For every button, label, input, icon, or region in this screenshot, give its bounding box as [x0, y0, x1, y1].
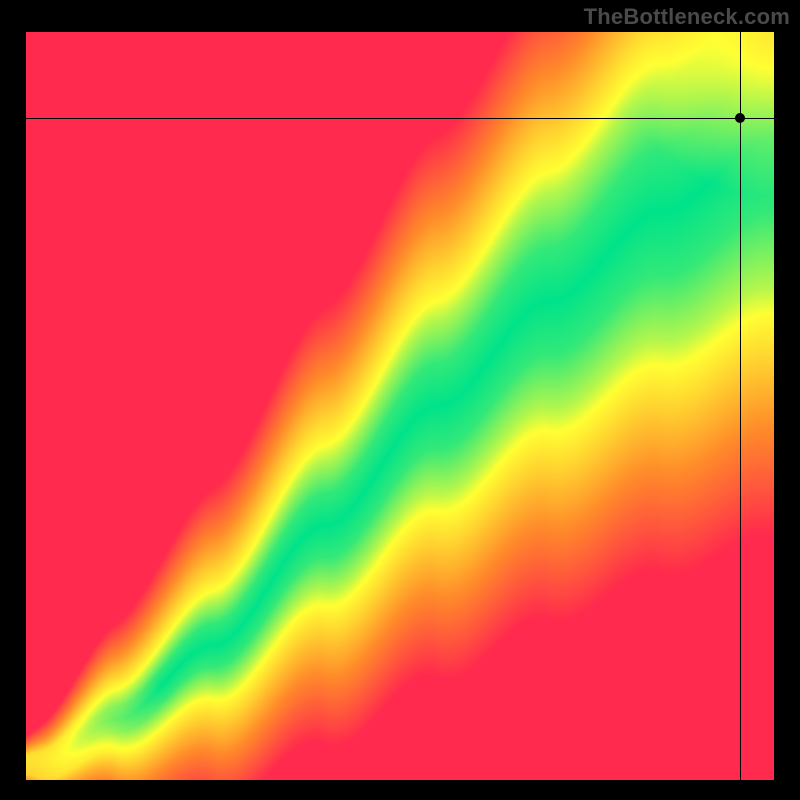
crosshair-horizontal — [26, 118, 774, 119]
crosshair-vertical — [740, 32, 741, 780]
crosshair-marker — [735, 113, 745, 123]
plot-area — [26, 32, 774, 780]
heatmap-canvas — [26, 32, 774, 780]
brand-watermark: TheBottleneck.com — [584, 4, 790, 30]
figure-container: TheBottleneck.com — [0, 0, 800, 800]
